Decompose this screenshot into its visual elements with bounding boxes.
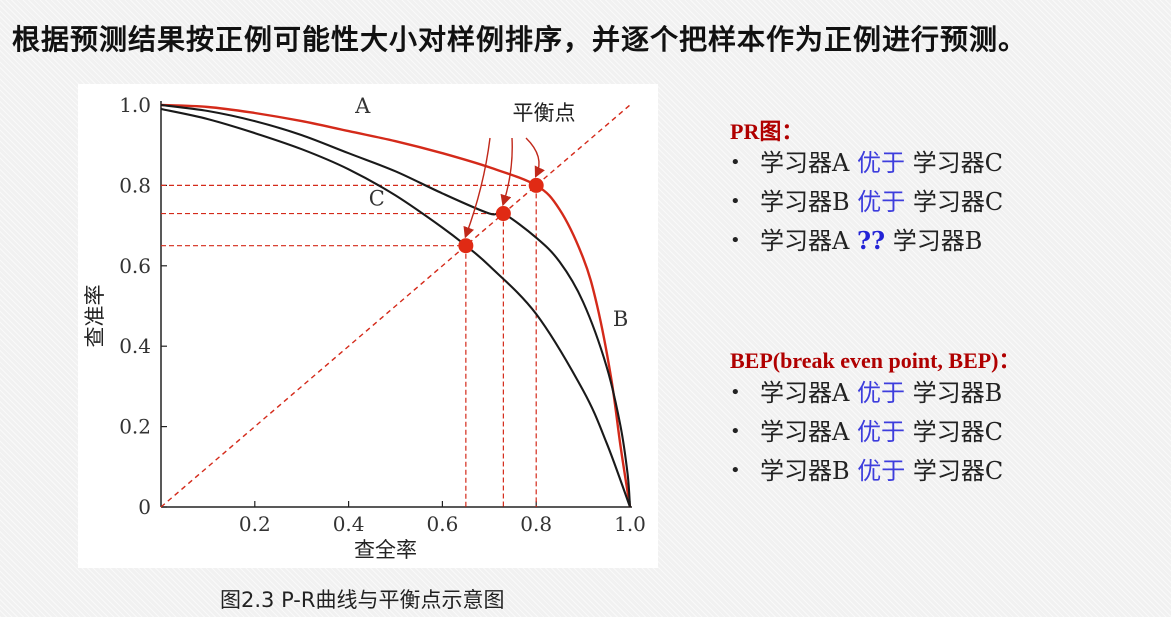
diagonal-line	[160, 104, 631, 508]
break-even-guides	[160, 104, 631, 508]
y-tick-label: 1.0	[119, 93, 151, 117]
curve-label-c: C	[369, 186, 385, 210]
series-c-line	[160, 107, 631, 508]
break-even-points	[458, 177, 544, 254]
learner-left: 学习器A	[760, 379, 857, 407]
relation-label: 优于	[857, 188, 906, 216]
curve-label-b: B	[613, 307, 628, 331]
learner-right: 学习器C	[905, 188, 1004, 216]
bullet-icon: •	[730, 421, 741, 442]
pr-comparison-item: • 学习器A 优于 学习器C	[730, 146, 1003, 185]
learner-left: 学习器B	[760, 457, 858, 485]
bep-comparison-item: • 学习器A 优于 学习器B	[730, 376, 1003, 415]
headline: 根据预测结果按正例可能性大小对样例排序，并逐个把样本作为正例进行预测。	[12, 23, 1028, 56]
annotation-arrow	[500, 137, 513, 207]
bep-comparison-item: • 学习器A 优于 学习器C	[730, 415, 1003, 454]
relation-label: 优于	[856, 418, 905, 446]
break-even-point-b	[495, 206, 511, 222]
learner-left: 学习器A	[760, 418, 857, 446]
x-tick-label: 0.2	[239, 512, 271, 536]
curve-label-a: A	[354, 94, 371, 118]
bep-section-title: BEP(break even point, BEP)：	[730, 348, 1021, 373]
relation-label: 优于	[856, 149, 905, 177]
break-even-point-c	[458, 238, 474, 254]
break-even-point-a	[528, 177, 544, 193]
learner-right: 学习器B	[904, 379, 1003, 407]
figure-caption: 图2.3 P-R曲线与平衡点示意图	[220, 588, 505, 612]
learner-right: 学习器C	[904, 418, 1003, 446]
bullet-icon: •	[730, 382, 741, 403]
pr-chart-panel: 0 0.2 0.4 0.6 0.8 1.0 0.2 0.4 0.6 0.8 1.0 查全率 查准率 A B…	[78, 84, 658, 568]
y-tick-label: 0.2	[119, 415, 151, 439]
pr-comparison-item: • 学习器B 优于 学习器C	[730, 185, 1003, 224]
pr-section-title: PR图：	[730, 119, 804, 144]
x-tick-label: 1.0	[614, 512, 646, 536]
pr-chart: 0 0.2 0.4 0.6 0.8 1.0 0.2 0.4 0.6 0.8 1.0 查全率 查准率 A B…	[83, 93, 646, 562]
y-tick-label: 0.6	[119, 254, 151, 278]
bullet-icon: •	[730, 230, 741, 251]
bullet-icon: •	[730, 152, 741, 173]
relation-label: 优于	[857, 457, 906, 485]
pr-comparison-list: • 学习器A 优于 学习器C • 学习器B 优于 学习器C • 学习器A ?? 学习器B	[730, 146, 1003, 263]
learner-right: 学习器C	[905, 457, 1004, 485]
y-tick-label: 0.8	[119, 173, 151, 197]
y-tick-label: 0	[138, 495, 151, 519]
x-axis-label: 查全率	[354, 538, 417, 562]
bep-comparison-list: • 学习器A 优于 学习器B • 学习器A 优于 学习器C • 学习器B 优于 学习器C	[730, 376, 1003, 493]
chart-labels: A B C 平衡点	[354, 94, 628, 331]
y-axis-label: 查准率	[83, 285, 107, 348]
x-tick-label: 0.6	[426, 512, 458, 536]
y-tick-label: 0.4	[119, 334, 151, 358]
chart-axes: 0 0.2 0.4 0.6 0.8 1.0 0.2 0.4 0.6 0.8 1.0 查全率 查准率	[83, 93, 646, 562]
learner-left: 学习器A	[760, 149, 857, 177]
learner-left: 学习器A	[760, 227, 857, 255]
break-even-annotation: 平衡点	[513, 101, 576, 125]
annotation-arrow	[463, 137, 491, 239]
pr-comparison-item: • 学习器A ?? 学习器B	[730, 224, 1003, 263]
x-tick-label: 0.4	[333, 512, 365, 536]
annotation-arrow	[525, 137, 545, 178]
learner-left: 学习器B	[760, 188, 858, 216]
relation-label: ??	[856, 226, 886, 255]
bullet-icon: •	[730, 460, 741, 481]
series-a-line	[160, 103, 632, 508]
relation-label: 优于	[856, 379, 905, 407]
learner-right: 学习器B	[885, 227, 983, 255]
bullet-icon: •	[730, 191, 741, 212]
learner-right: 学习器C	[904, 149, 1003, 177]
x-tick-label: 0.8	[520, 512, 552, 536]
bep-comparison-item: • 学习器B 优于 学习器C	[730, 454, 1003, 493]
